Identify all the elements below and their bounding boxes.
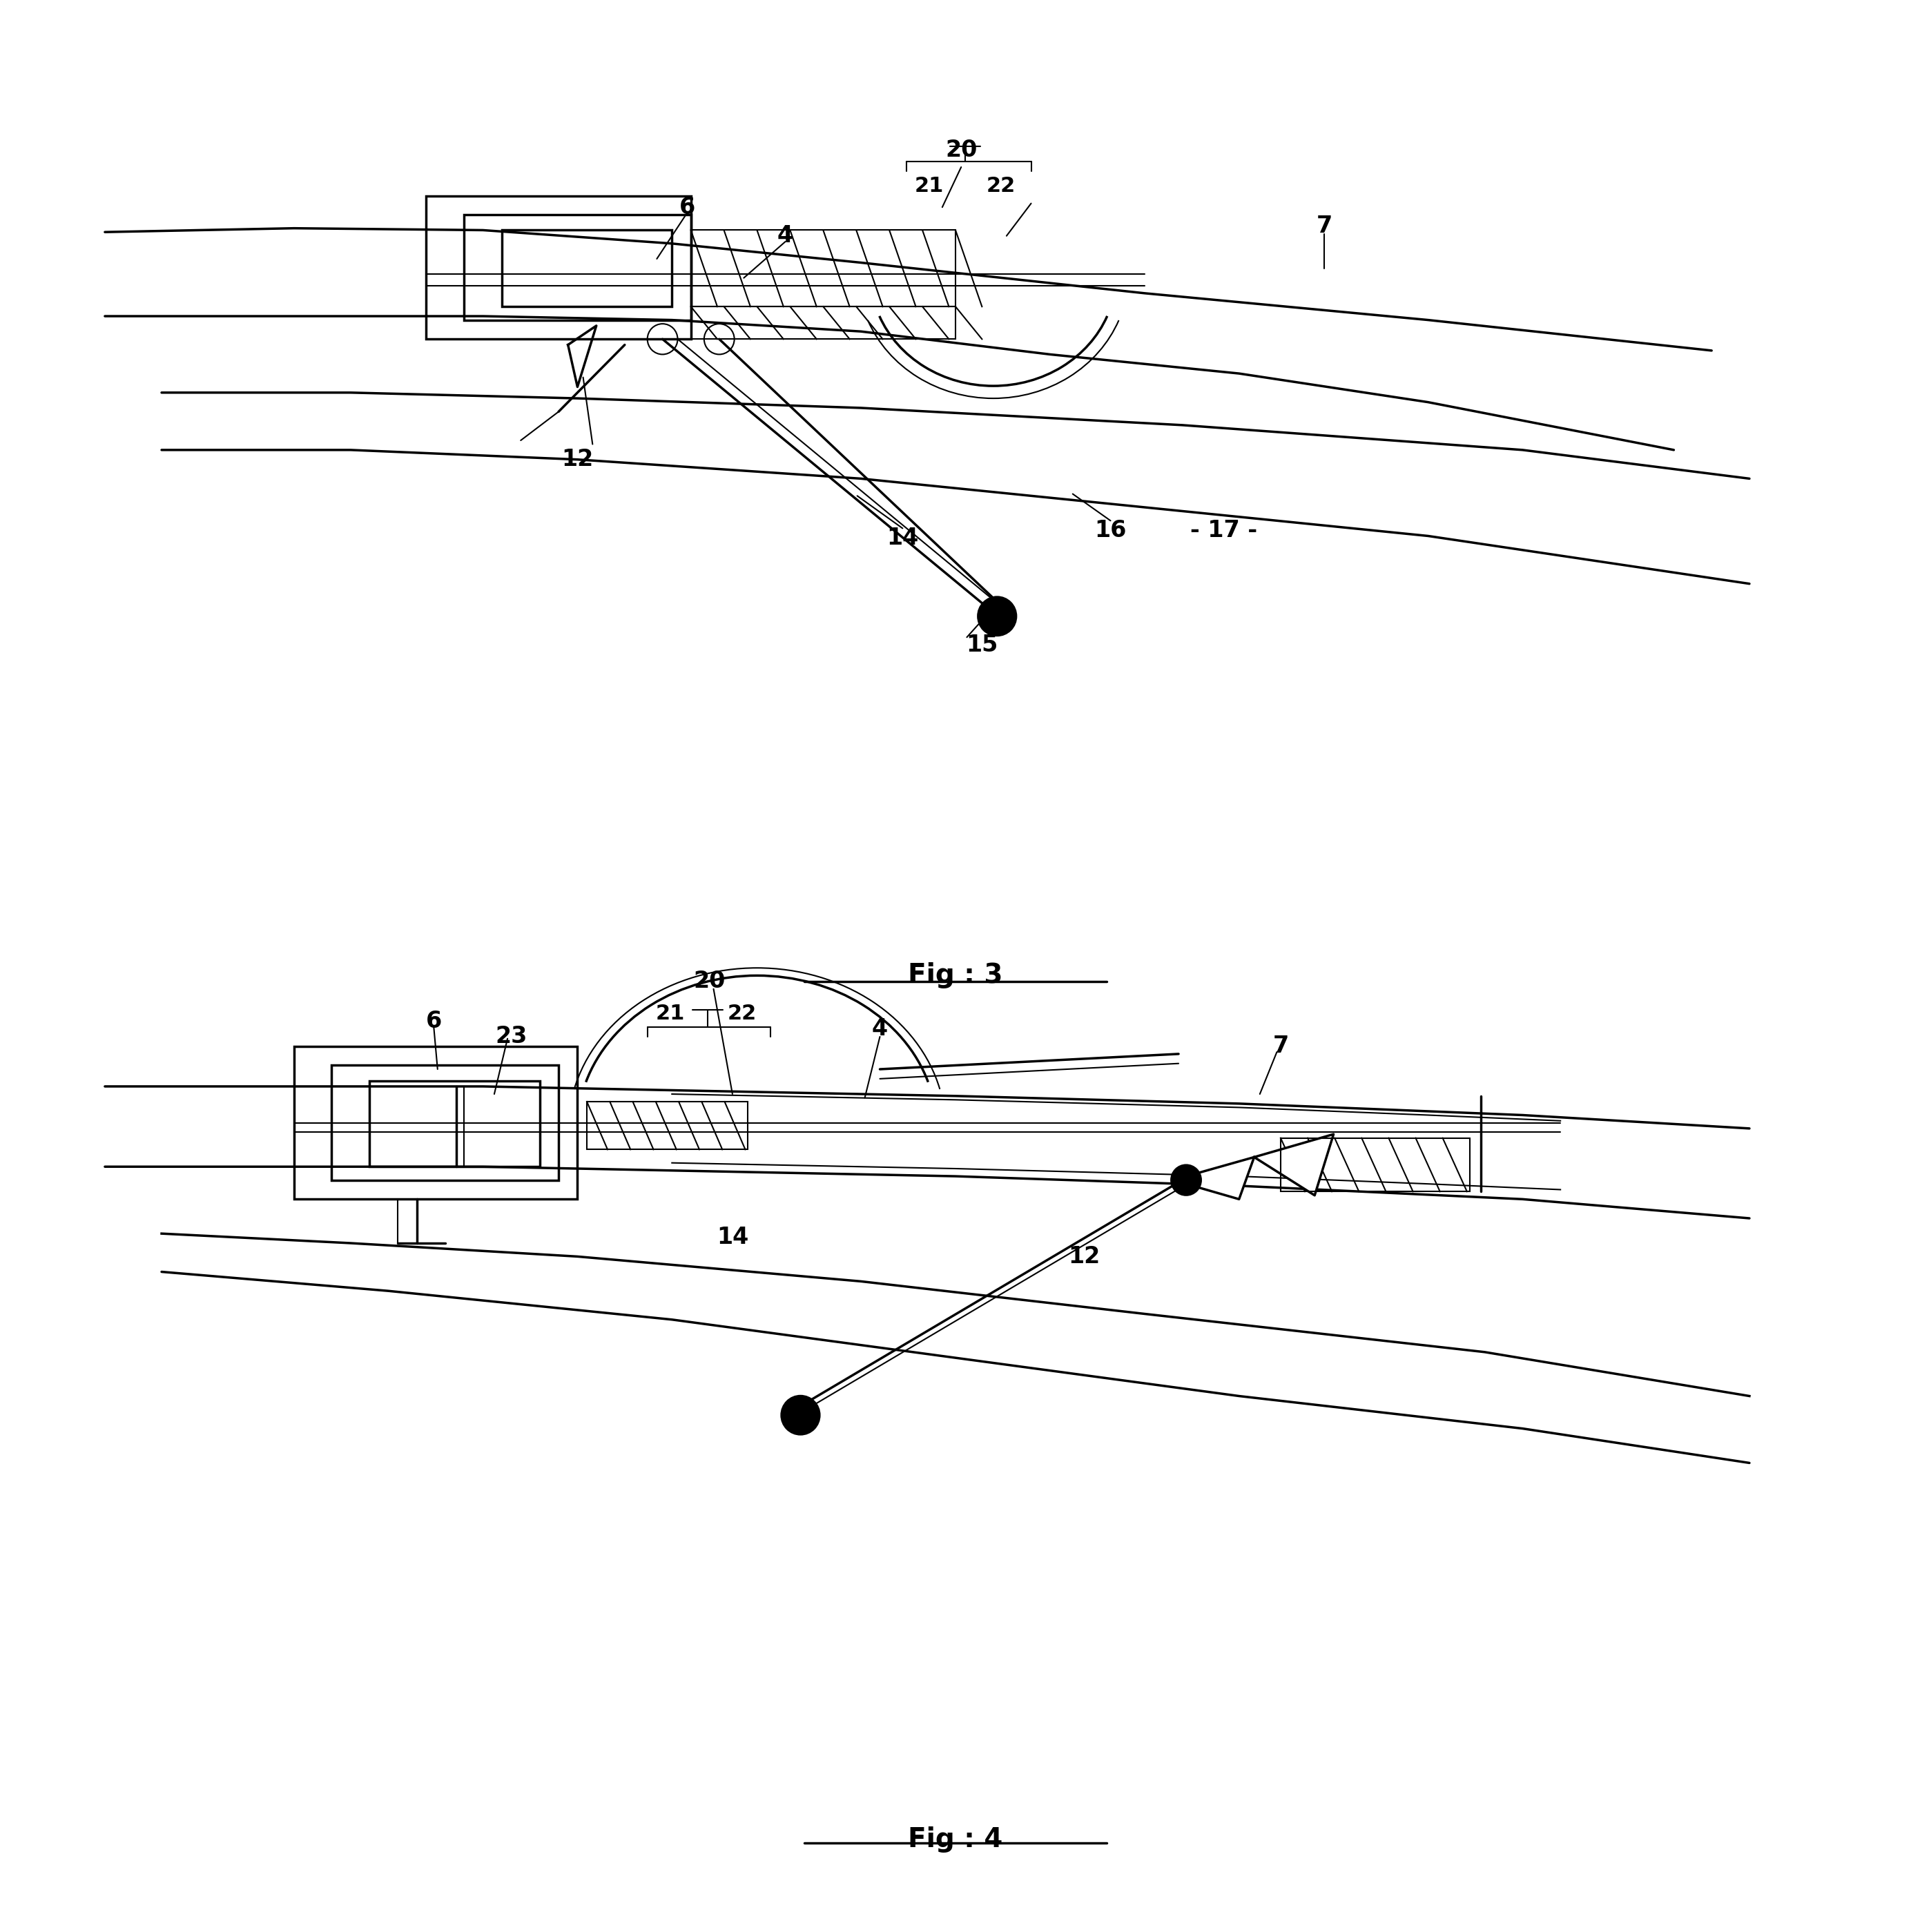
Bar <box>294 1047 577 1200</box>
Text: 12: 12 <box>562 448 594 471</box>
Bar <box>587 1101 747 1150</box>
Text: 4: 4 <box>778 224 793 247</box>
Polygon shape <box>1254 1134 1334 1196</box>
Bar <box>692 230 956 307</box>
Circle shape <box>1171 1165 1202 1196</box>
Text: 23: 23 <box>495 1026 527 1047</box>
Text: 15: 15 <box>965 634 998 657</box>
Bar <box>369 1080 539 1167</box>
Text: 16: 16 <box>1095 520 1126 541</box>
Text: 14: 14 <box>717 1227 749 1248</box>
Bar <box>464 214 692 321</box>
Polygon shape <box>1173 1157 1254 1200</box>
Bar <box>426 195 692 340</box>
Text: 7: 7 <box>1273 1036 1288 1057</box>
Text: 22: 22 <box>728 1005 757 1024</box>
Circle shape <box>782 1397 820 1434</box>
Text: 20: 20 <box>946 139 977 160</box>
Circle shape <box>978 597 1017 636</box>
Text: 7: 7 <box>1317 214 1332 238</box>
Text: 22: 22 <box>986 176 1015 197</box>
Text: Fig : 4: Fig : 4 <box>908 1826 1003 1853</box>
Text: 4: 4 <box>871 1018 889 1041</box>
Text: Fig : 3: Fig : 3 <box>908 962 1003 989</box>
Text: 6: 6 <box>678 195 696 218</box>
Bar <box>503 230 673 307</box>
Text: 12: 12 <box>1068 1244 1101 1267</box>
Text: 6: 6 <box>426 1010 441 1034</box>
Text: 20: 20 <box>694 970 726 993</box>
Bar <box>692 307 956 340</box>
Text: 14: 14 <box>887 527 919 549</box>
Bar <box>333 1065 558 1180</box>
Bar <box>1280 1138 1470 1192</box>
Text: - 17 -: - 17 - <box>1191 520 1257 541</box>
Text: 21: 21 <box>913 176 944 197</box>
Text: 21: 21 <box>655 1005 684 1024</box>
